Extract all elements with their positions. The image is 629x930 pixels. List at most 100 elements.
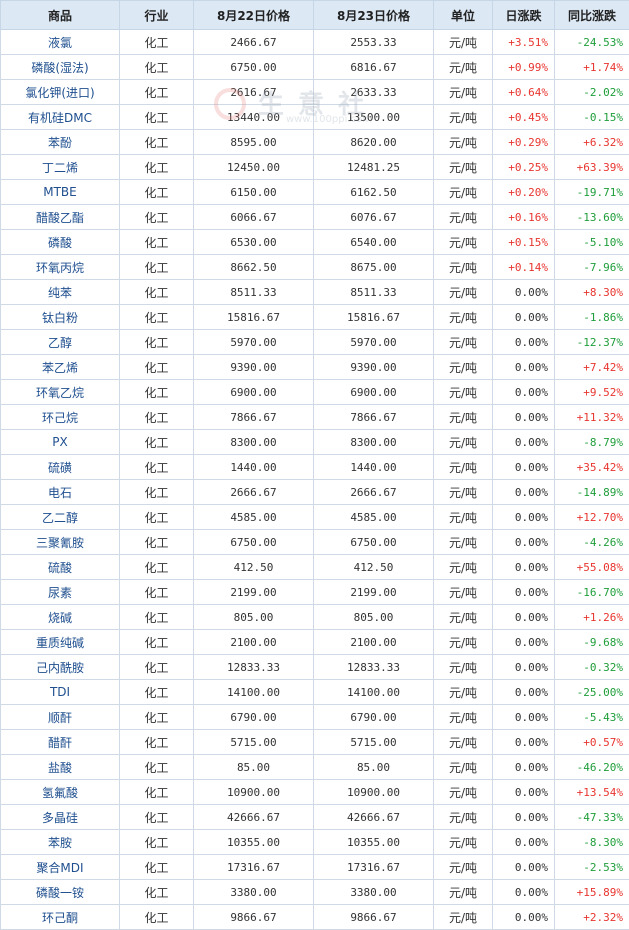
product-name[interactable]: 多晶硅	[1, 805, 120, 830]
price-aug23-cell: 2633.33	[314, 80, 434, 105]
price-aug22-cell: 13440.00	[194, 105, 314, 130]
product-name[interactable]: 钛白粉	[1, 305, 120, 330]
product-name[interactable]: 烧碱	[1, 605, 120, 630]
product-name[interactable]: 丁二烯	[1, 155, 120, 180]
price-aug23-cell: 10900.00	[314, 780, 434, 805]
price-aug23-cell: 6076.67	[314, 205, 434, 230]
product-name[interactable]: 环己烷	[1, 405, 120, 430]
product-name[interactable]: 苯胺	[1, 830, 120, 855]
unit-cell: 元/吨	[434, 605, 493, 630]
product-name[interactable]: 电石	[1, 480, 120, 505]
industry-cell: 化工	[120, 355, 194, 380]
header-price-aug22[interactable]: 8月22日价格	[194, 1, 314, 30]
price-aug22-cell: 5715.00	[194, 730, 314, 755]
header-product[interactable]: 商品	[1, 1, 120, 30]
product-name[interactable]: 苯乙烯	[1, 355, 120, 380]
product-name[interactable]: 磷酸一铵	[1, 880, 120, 905]
unit-cell: 元/吨	[434, 630, 493, 655]
industry-cell: 化工	[120, 180, 194, 205]
product-name[interactable]: PX	[1, 430, 120, 455]
product-name[interactable]: 己内酰胺	[1, 655, 120, 680]
product-name[interactable]: MTBE	[1, 180, 120, 205]
product-name[interactable]: 硫磺	[1, 455, 120, 480]
header-industry[interactable]: 行业	[120, 1, 194, 30]
header-unit[interactable]: 单位	[434, 1, 493, 30]
price-aug22-cell: 8662.50	[194, 255, 314, 280]
price-aug23-cell: 6790.00	[314, 705, 434, 730]
yoy-change-cell: +0.57%	[555, 730, 629, 755]
daily-change-cell: 0.00%	[493, 555, 555, 580]
industry-cell: 化工	[120, 255, 194, 280]
product-name[interactable]: 顺酐	[1, 705, 120, 730]
product-name[interactable]: 重质纯碱	[1, 630, 120, 655]
product-name[interactable]: 醋酸乙酯	[1, 205, 120, 230]
yoy-change-cell: -4.26%	[555, 530, 629, 555]
unit-cell: 元/吨	[434, 255, 493, 280]
industry-cell: 化工	[120, 805, 194, 830]
product-name[interactable]: 苯酚	[1, 130, 120, 155]
product-name[interactable]: 聚合MDI	[1, 855, 120, 880]
industry-cell: 化工	[120, 830, 194, 855]
header-price-aug23[interactable]: 8月23日价格	[314, 1, 434, 30]
industry-cell: 化工	[120, 455, 194, 480]
industry-cell: 化工	[120, 905, 194, 930]
daily-change-cell: 0.00%	[493, 480, 555, 505]
daily-change-cell: 0.00%	[493, 530, 555, 555]
yoy-change-cell: +11.32%	[555, 405, 629, 430]
price-aug22-cell: 8300.00	[194, 430, 314, 455]
price-aug22-cell: 8595.00	[194, 130, 314, 155]
product-name[interactable]: 醋酐	[1, 730, 120, 755]
product-name[interactable]: 液氯	[1, 30, 120, 55]
price-aug23-cell: 805.00	[314, 605, 434, 630]
yoy-change-cell: -5.10%	[555, 230, 629, 255]
industry-cell: 化工	[120, 380, 194, 405]
price-aug22-cell: 1440.00	[194, 455, 314, 480]
product-name[interactable]: TDI	[1, 680, 120, 705]
unit-cell: 元/吨	[434, 55, 493, 80]
price-aug22-cell: 7866.67	[194, 405, 314, 430]
product-name[interactable]: 磷酸	[1, 230, 120, 255]
product-name[interactable]: 乙醇	[1, 330, 120, 355]
product-name[interactable]: 环氧乙烷	[1, 380, 120, 405]
product-name[interactable]: 氢氟酸	[1, 780, 120, 805]
product-name[interactable]: 盐酸	[1, 755, 120, 780]
header-daily-change[interactable]: 日涨跌	[493, 1, 555, 30]
product-name[interactable]: 三聚氰胺	[1, 530, 120, 555]
product-name[interactable]: 硫酸	[1, 555, 120, 580]
product-name[interactable]: 乙二醇	[1, 505, 120, 530]
product-name[interactable]: 环氧丙烷	[1, 255, 120, 280]
product-name[interactable]: 有机硅DMC	[1, 105, 120, 130]
price-aug22-cell: 412.50	[194, 555, 314, 580]
product-name[interactable]: 磷酸(湿法)	[1, 55, 120, 80]
product-name[interactable]: 纯苯	[1, 280, 120, 305]
unit-cell: 元/吨	[434, 655, 493, 680]
product-name[interactable]: 环己酮	[1, 905, 120, 930]
price-aug23-cell: 17316.67	[314, 855, 434, 880]
price-aug22-cell: 17316.67	[194, 855, 314, 880]
unit-cell: 元/吨	[434, 105, 493, 130]
industry-cell: 化工	[120, 580, 194, 605]
unit-cell: 元/吨	[434, 405, 493, 430]
product-name[interactable]: 尿素	[1, 580, 120, 605]
daily-change-cell: +0.20%	[493, 180, 555, 205]
price-aug23-cell: 1440.00	[314, 455, 434, 480]
unit-cell: 元/吨	[434, 455, 493, 480]
unit-cell: 元/吨	[434, 380, 493, 405]
product-name[interactable]: 氯化钾(进口)	[1, 80, 120, 105]
header-yoy-change[interactable]: 同比涨跌	[555, 1, 629, 30]
industry-cell: 化工	[120, 705, 194, 730]
yoy-change-cell: -47.33%	[555, 805, 629, 830]
yoy-change-cell: -8.30%	[555, 830, 629, 855]
